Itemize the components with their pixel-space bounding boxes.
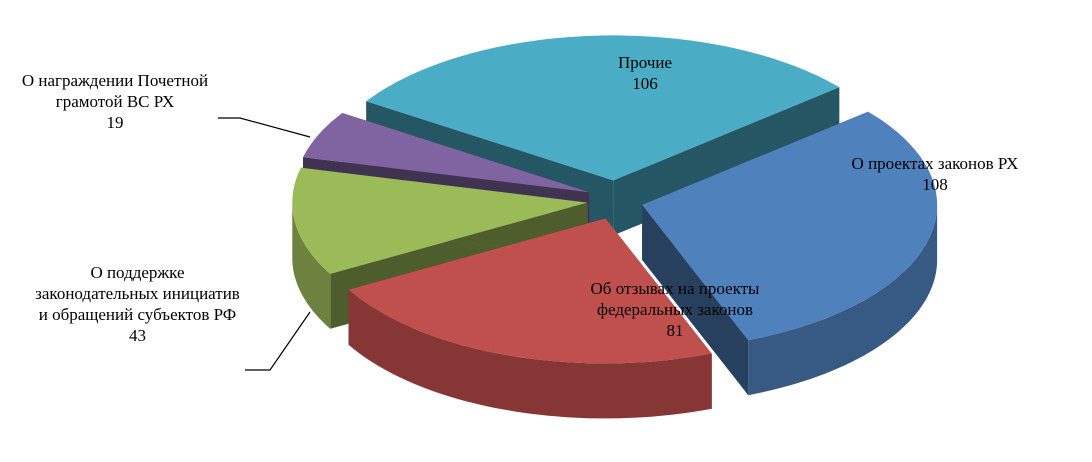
label-value: 19 — [106, 113, 124, 132]
pie-slice — [366, 35, 840, 181]
pie-slice — [303, 113, 590, 193]
label-name: Прочие — [617, 53, 673, 72]
leader-line — [218, 117, 311, 138]
label-name: Об отзывах на проекты федеральных законо… — [590, 279, 760, 319]
label-name: О поддержке законодательных инициатив и … — [35, 263, 240, 324]
slice-side — [292, 202, 331, 329]
pie-slice — [348, 218, 712, 364]
label-name: О проектах законов РХ — [851, 154, 1019, 173]
label-name: О награждении Почетной грамотой ВС РХ — [21, 71, 209, 111]
slice-shade — [642, 204, 749, 396]
pie-slice — [292, 167, 588, 274]
label-value: 108 — [922, 175, 948, 194]
slice-label: О поддержке законодательных инициатив и … — [30, 262, 245, 346]
slice-shade — [748, 204, 938, 396]
slice-label: О награждении Почетной грамотой ВС РХ 19 — [10, 70, 220, 133]
label-value: 81 — [666, 321, 684, 340]
slice-shade — [348, 289, 712, 419]
slice-label: Прочие 106 — [560, 52, 730, 94]
slice-side — [348, 289, 712, 419]
slice-side — [748, 204, 938, 396]
leader-line — [245, 311, 311, 371]
slice-label: О проектах законов РХ 108 — [850, 153, 1020, 195]
label-value: 106 — [632, 74, 658, 93]
label-value: 43 — [129, 326, 146, 345]
slice-shade — [292, 202, 331, 329]
slice-label: Об отзывах на проекты федеральных законо… — [560, 278, 790, 341]
pie-slice — [642, 111, 938, 341]
